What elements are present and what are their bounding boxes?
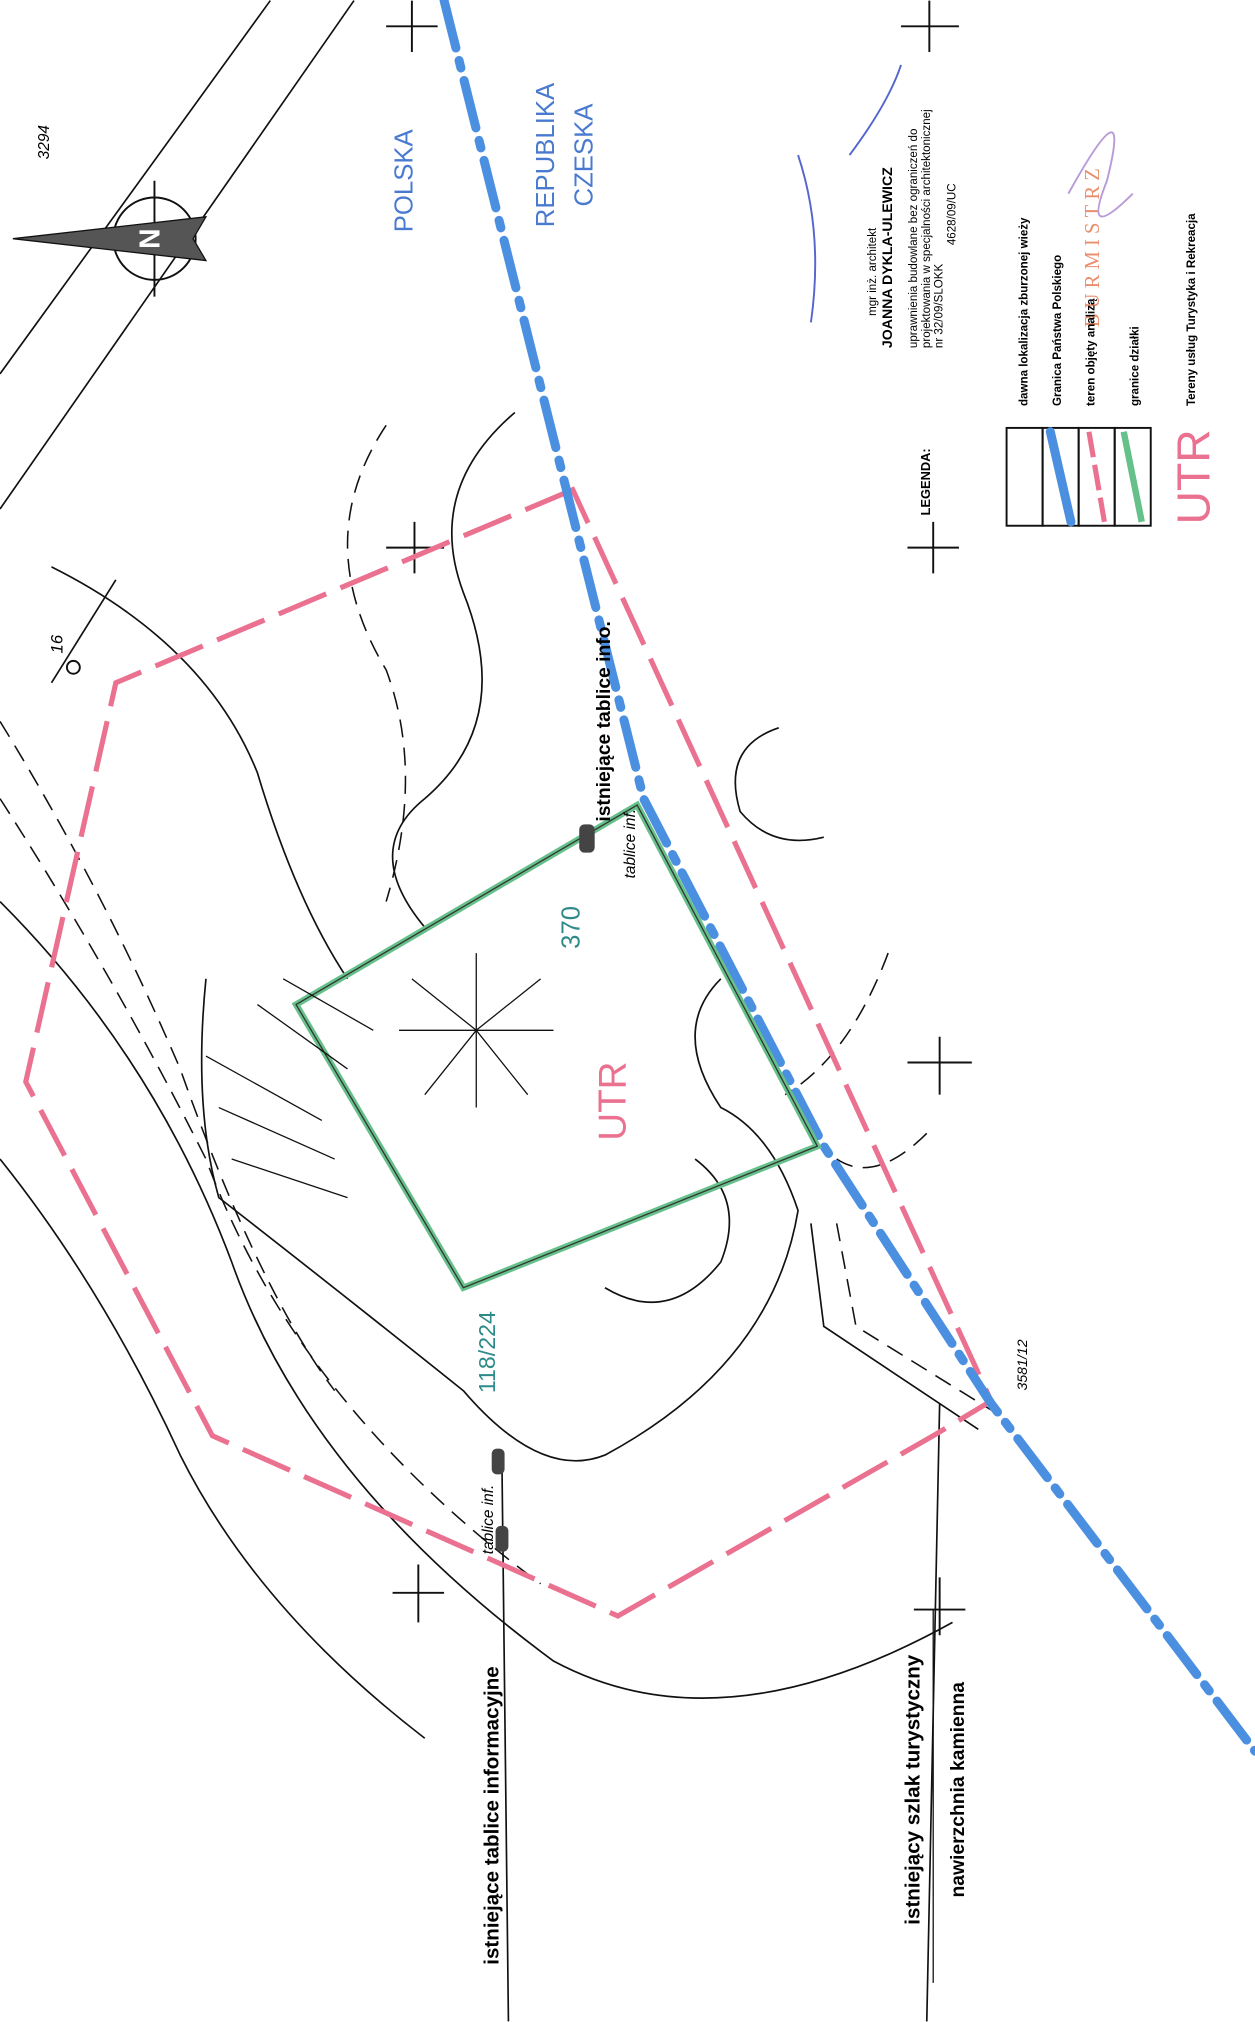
board-marker [491,1448,505,1475]
terrain [0,0,992,2022]
plot-number: 118/224 [474,1311,500,1393]
annotation: istniejący szlak turystyczny [901,1654,924,1924]
annotation: nawierzchnia kamienna [948,1682,969,1898]
architect-text: nr 32/09/SLOKK [934,264,946,349]
annotation: istniejące tablice info. [594,621,615,822]
legend-title: LEGENDA: [918,448,933,515]
annotation: tablice inf. [622,809,639,879]
architect-text: projektowania w specjalności architekton… [921,109,933,348]
legend-entry: teren objęty analizą [1086,298,1098,406]
stamp: BURMISTRZ [1082,163,1104,327]
architect-name: JOANNA DYKLA-ULEWICZ [879,167,895,348]
legend: LEGENDA: dawna lokalizacja zburzonej wie… [918,213,1219,527]
signature [1067,131,1134,218]
legend-entry: Granica Państwa Polskiego [1052,255,1064,406]
country-label: POLSKA [390,128,418,232]
architect-text: mgr inż. architekt [867,227,879,316]
legend-entry: Tereny usług Turystyka i Rekreacja [1186,213,1198,406]
country-label: REPUBLIKA [532,82,560,227]
point-label: 16 [47,634,66,653]
architect-text: uprawnienia budowlane bez ograniczeń do [908,129,920,349]
state-border [439,0,1255,1756]
plot-boundary-inner [295,804,819,1289]
former-tower [205,953,554,1199]
legend-zone-symbol: UTR [1167,429,1219,524]
analysis-area-boundary [23,486,995,1619]
plot-number: 3581/12 [1014,1339,1030,1390]
annotation: tablice inf. [480,1485,497,1555]
north-label: N [133,228,165,248]
sheet-number: 3294 [36,125,53,159]
architect-text: 4628/09/UC [947,183,959,245]
north-arrow: N [12,180,208,297]
country-label: CZESKA [570,103,598,207]
legend-entry: granice działki [1129,326,1141,406]
zone-label: UTR [591,1061,634,1140]
annotation: istniejące tablice informacyjne [480,1666,503,1965]
board-marker [495,1525,509,1552]
board-marker [579,824,595,853]
legend-entry: dawna lokalizacja zburzonej wieży [1019,217,1031,406]
plot-number: 370 [558,906,586,949]
architect-block: mgr inż. architekt JOANNA DYKLA-ULEWICZ … [797,64,959,349]
